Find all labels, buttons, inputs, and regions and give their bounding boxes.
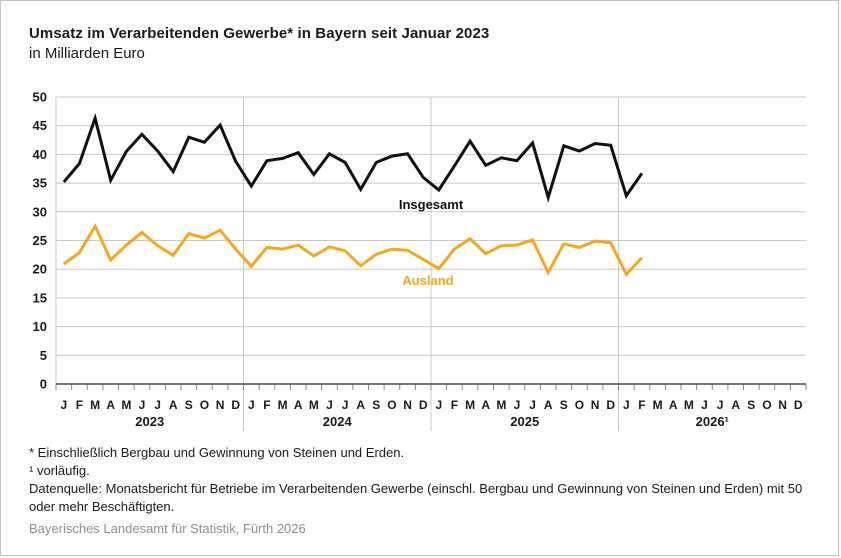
y-axis-label: 20	[33, 262, 47, 277]
y-axis-label: 40	[33, 147, 47, 162]
month-label: M	[653, 398, 663, 412]
y-axis-label: 5	[40, 348, 47, 363]
line-series-ausland	[62, 222, 643, 278]
month-label: A	[731, 398, 740, 412]
month-label: J	[248, 398, 255, 412]
month-label: O	[200, 398, 209, 412]
month-label: M	[465, 398, 475, 412]
line-series-insgesamt	[62, 112, 644, 203]
month-label: M	[684, 398, 694, 412]
month-label: O	[762, 398, 771, 412]
month-label: J	[342, 398, 349, 412]
month-label: A	[544, 398, 553, 412]
y-axis-label: 0	[40, 377, 47, 392]
month-label: N	[403, 398, 412, 412]
year-label: 2023	[135, 414, 164, 429]
source-credit: Bayerisches Landesamt für Statistik, Für…	[29, 521, 306, 536]
y-axis-label: 15	[33, 290, 47, 305]
month-label: M	[496, 398, 506, 412]
y-axis-label: 35	[33, 176, 47, 191]
y-axis-label: 10	[33, 319, 47, 334]
month-label: S	[185, 398, 193, 412]
y-axis-label: 30	[33, 204, 47, 219]
y-axis-label: 50	[33, 90, 47, 105]
month-label: F	[76, 398, 83, 412]
month-label: J	[701, 398, 708, 412]
month-label: J	[514, 398, 521, 412]
y-axis-label: 45	[33, 118, 47, 133]
month-label: A	[294, 398, 303, 412]
month-label: A	[106, 398, 115, 412]
footnote-asterisk: * Einschließlich Bergbau und Gewinnung v…	[29, 445, 405, 460]
month-label: F	[638, 398, 645, 412]
y-axis-label: 25	[33, 233, 47, 248]
series-label-insgesamt: Insgesamt	[399, 197, 464, 212]
month-label: M	[90, 398, 100, 412]
month-label: S	[372, 398, 380, 412]
month-label: J	[60, 398, 67, 412]
chart-area: 0 5 10 15 20 25 30 35 40 45 50 J F M A M J J A S O N D 2023 J F M A…	[1, 1, 838, 441]
month-label: J	[326, 398, 333, 412]
page-subtitle: in Milliarden Euro	[29, 45, 145, 62]
chart-header: Umsatz im Verarbeitenden Gewerbe* in Bay…	[29, 25, 489, 62]
month-label: O	[387, 398, 396, 412]
month-label: A	[481, 398, 490, 412]
footnote-provisional: ¹ vorläufig.	[29, 463, 90, 478]
month-label: D	[231, 398, 240, 412]
month-label: D	[419, 398, 428, 412]
year-label: 2025	[510, 414, 539, 429]
month-label: M	[121, 398, 131, 412]
month-label: M	[278, 398, 288, 412]
month-label: S	[560, 398, 568, 412]
month-label: A	[669, 398, 678, 412]
page-title: Umsatz im Verarbeitenden Gewerbe* in Bay…	[29, 25, 490, 42]
month-label: S	[747, 398, 755, 412]
month-label: J	[139, 398, 146, 412]
month-label: J	[623, 398, 630, 412]
month-label: A	[356, 398, 365, 412]
footnotes: * Einschließlich Bergbau und Gewinnung v…	[29, 444, 819, 516]
series-label-ausland: Ausland	[402, 273, 453, 288]
month-label: J	[435, 398, 442, 412]
month-label: M	[309, 398, 319, 412]
month-label: J	[717, 398, 724, 412]
month-label: O	[575, 398, 584, 412]
month-label: D	[794, 398, 803, 412]
month-label: N	[591, 398, 600, 412]
footnote-datasource: Datenquelle: Monatsbericht für Betriebe …	[29, 481, 803, 514]
month-label: N	[216, 398, 225, 412]
month-label: N	[778, 398, 787, 412]
month-label: D	[606, 398, 615, 412]
month-label: A	[169, 398, 178, 412]
year-label: 2026¹	[696, 414, 729, 429]
month-label: F	[263, 398, 270, 412]
month-label: J	[154, 398, 161, 412]
month-label: F	[451, 398, 458, 412]
year-label: 2024	[323, 414, 353, 429]
month-label: J	[529, 398, 536, 412]
